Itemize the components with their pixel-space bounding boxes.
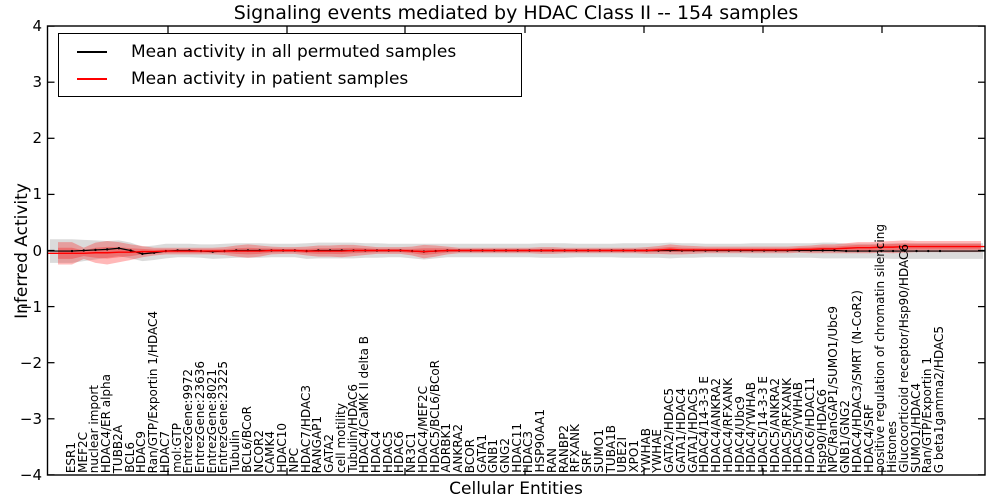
permuted-mean-marker bbox=[117, 247, 121, 250]
permuted-mean-marker bbox=[129, 249, 132, 252]
permuted-mean-marker bbox=[891, 249, 895, 253]
patient-mean-line bbox=[47, 245, 985, 255]
permuted-mean-marker bbox=[70, 249, 74, 253]
permuted-mean-marker bbox=[821, 249, 824, 252]
y-tick-label: 0 bbox=[32, 241, 42, 260]
patient-std-band-inner bbox=[58, 243, 981, 259]
permuted-mean-marker bbox=[141, 252, 144, 256]
y-tick-label: 2 bbox=[32, 129, 42, 148]
permuted-mean-marker bbox=[938, 249, 942, 253]
legend-label-patient: Mean activity in patient samples bbox=[131, 68, 409, 89]
permuted-mean-marker bbox=[856, 249, 860, 253]
chart-title: Signaling events mediated by HDAC Class … bbox=[233, 2, 799, 24]
y-tick-label: −1 bbox=[19, 297, 42, 316]
permuted-mean-marker bbox=[105, 248, 109, 251]
y-tick-label: 3 bbox=[32, 73, 42, 92]
permuted-mean-marker bbox=[82, 249, 85, 252]
x-axis-label: Cellular Entities bbox=[449, 479, 583, 499]
legend-line-patient-swatch bbox=[77, 77, 107, 80]
y-tick-label: −3 bbox=[19, 409, 42, 428]
permuted-mean-marker bbox=[915, 249, 918, 253]
permuted-mean-marker bbox=[868, 249, 871, 253]
y-tick-label: −2 bbox=[19, 353, 42, 372]
legend-item-permuted: Mean activity in all permuted samples bbox=[59, 39, 521, 65]
permuted-mean-marker bbox=[880, 249, 883, 253]
permuted-mean-marker bbox=[833, 249, 836, 252]
x-category-label: G beta1gamma2/HDAC5 bbox=[932, 325, 946, 473]
y-tick-label: 4 bbox=[32, 17, 42, 36]
y-tick-label: −4 bbox=[19, 465, 42, 484]
legend-item-patient: Mean activity in patient samples bbox=[59, 66, 521, 92]
permuted-mean-marker bbox=[94, 248, 97, 252]
permuted-mean-marker bbox=[927, 249, 930, 253]
legend: Mean activity in all permuted samples Me… bbox=[58, 33, 522, 97]
permuted-mean-marker bbox=[903, 249, 907, 253]
legend-label-permuted: Mean activity in all permuted samples bbox=[131, 41, 457, 62]
y-tick-label: 1 bbox=[32, 185, 42, 204]
patient-std-band-outer bbox=[58, 240, 981, 265]
permuted-mean-marker bbox=[844, 249, 848, 253]
legend-line-permuted-swatch bbox=[77, 50, 107, 53]
